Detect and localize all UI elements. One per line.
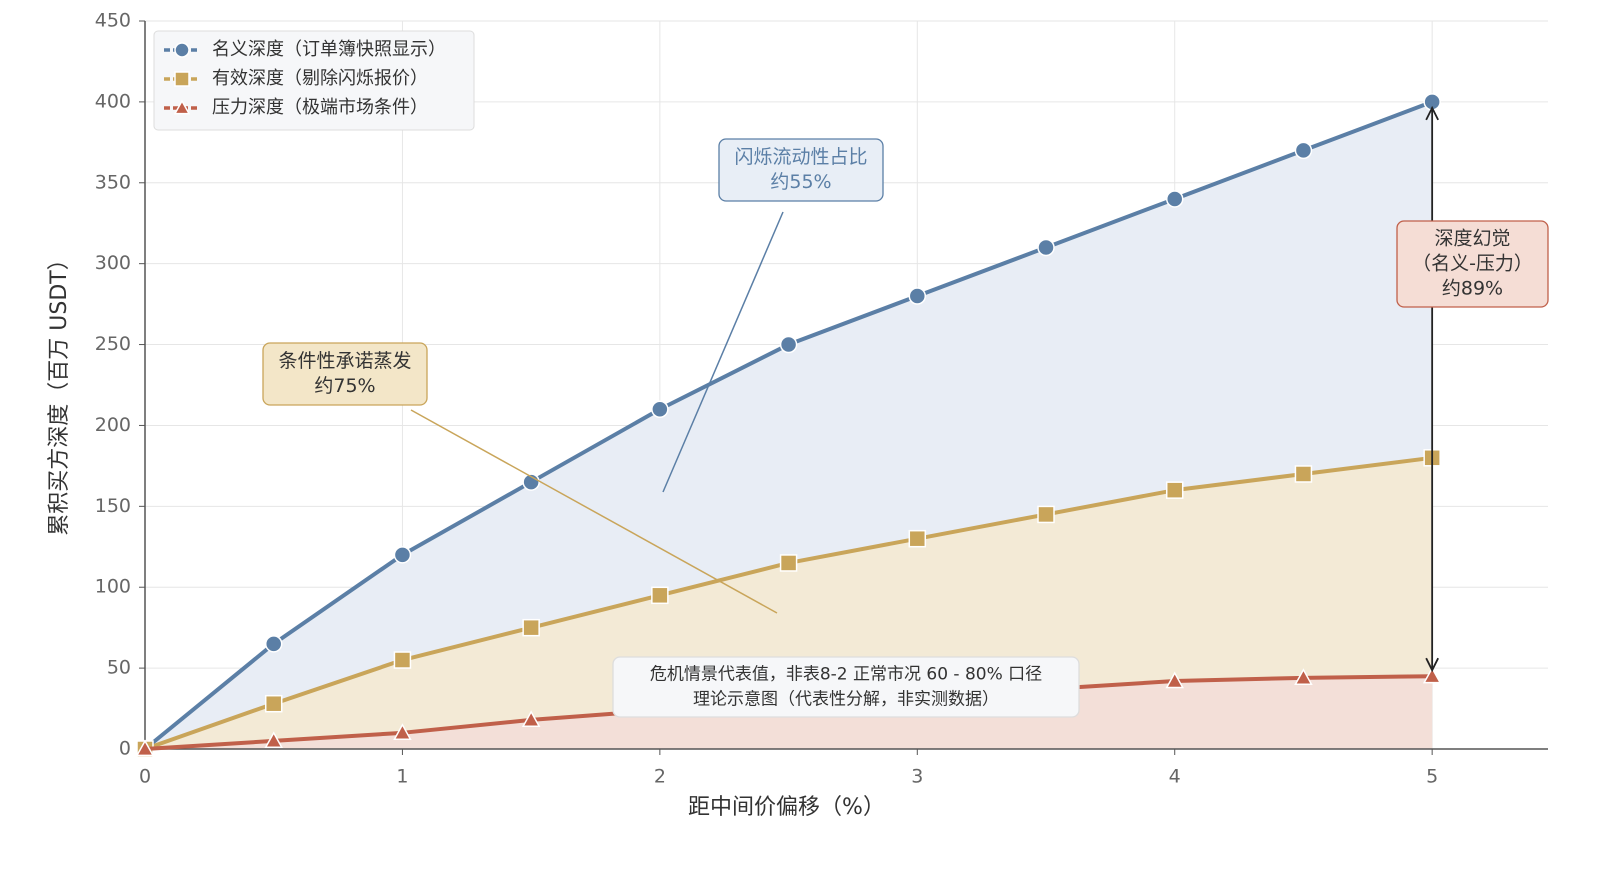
y-tick-label: 350 — [95, 171, 131, 193]
annotation-connector — [410, 409, 778, 614]
y-tick-label: 50 — [107, 657, 131, 679]
point — [1294, 465, 1313, 483]
point — [908, 529, 927, 548]
y-tick-label: 200 — [95, 414, 131, 436]
point — [521, 710, 541, 728]
arrow-head — [1425, 105, 1439, 121]
point — [393, 723, 412, 740]
x-tick-label: 1 — [396, 766, 408, 788]
point — [779, 335, 798, 354]
legend-marker — [174, 71, 190, 87]
point — [1294, 141, 1313, 160]
x-tick-label: 2 — [654, 766, 666, 788]
annotation-box — [262, 342, 428, 406]
point — [779, 554, 798, 572]
x-tick-label: 5 — [1426, 766, 1438, 788]
point — [264, 731, 283, 749]
point — [908, 287, 927, 305]
annotation-text: 理论示意图（代表性分解，非实测数据） — [693, 690, 999, 710]
y-axis-label: 累积买方深度（百万 USDT） — [47, 248, 72, 535]
x-axis-label: 距中间价偏移（%） — [688, 795, 885, 820]
annotation-text: 危机情景代表值，非表8-2 正常市况 60 - 80% 口径 — [650, 665, 1042, 685]
legend-label: 压力深度（极端市场条件） — [212, 97, 428, 118]
annotation-text: 闪烁流动性占比 — [734, 146, 867, 168]
point — [522, 618, 540, 637]
point — [393, 651, 412, 669]
legend-marker — [174, 42, 190, 58]
annotation-text: 约75% — [314, 375, 375, 397]
legend-marker — [173, 99, 191, 115]
annotation-box — [612, 656, 1080, 718]
annotation: 危机情景代表值，非表8-2 正常市况 60 - 80% 口径理论示意图（代表性分… — [612, 656, 1080, 718]
y-tick-label: 300 — [95, 252, 131, 274]
annotation-box — [1396, 220, 1549, 308]
point — [651, 400, 669, 419]
y-tick-label: 100 — [95, 576, 131, 598]
legend-label: 有效深度（剔除闪烁报价） — [212, 68, 428, 89]
point — [1037, 505, 1055, 524]
point — [264, 635, 283, 653]
y-tick-label: 0 — [119, 738, 131, 760]
annotation-box — [718, 138, 884, 202]
y-tick-label: 400 — [95, 90, 131, 112]
point — [135, 739, 155, 757]
point — [1037, 238, 1055, 257]
point — [1422, 666, 1442, 684]
x-tick-label: 0 — [139, 766, 151, 788]
point — [393, 546, 412, 564]
annotation-text: 条件性承诺蒸发 — [278, 350, 411, 372]
arrow-head — [1425, 657, 1439, 673]
point — [1165, 481, 1184, 499]
y-tick-label: 150 — [95, 495, 131, 517]
annotation-text: 约55% — [770, 171, 831, 193]
point — [1165, 671, 1184, 689]
annotation-text: 深度幻觉 — [1434, 228, 1510, 250]
point — [1294, 668, 1313, 685]
legend-box — [153, 30, 475, 131]
x-tick-label: 4 — [1169, 766, 1181, 788]
legend-label: 名义深度（订单簿快照显示） — [212, 39, 446, 60]
y-tick-label: 250 — [95, 333, 131, 355]
legend: 名义深度（订单簿快照显示） 有效深度（剔除闪烁报价） 压力深度（极端市场条件） — [153, 30, 475, 131]
area-fill — [145, 457, 1433, 749]
annotation-text: （名义-压力） — [1412, 253, 1533, 275]
point — [264, 694, 283, 713]
x-tick-label: 3 — [911, 766, 923, 788]
annotation: 深度幻觉 （名义-压力） 约89% — [1396, 220, 1549, 308]
point — [651, 586, 669, 605]
y-tick-label: 450 — [95, 10, 131, 32]
annotation-text: 约89% — [1442, 278, 1503, 300]
point — [1165, 190, 1184, 208]
annotation-connector — [662, 211, 784, 493]
